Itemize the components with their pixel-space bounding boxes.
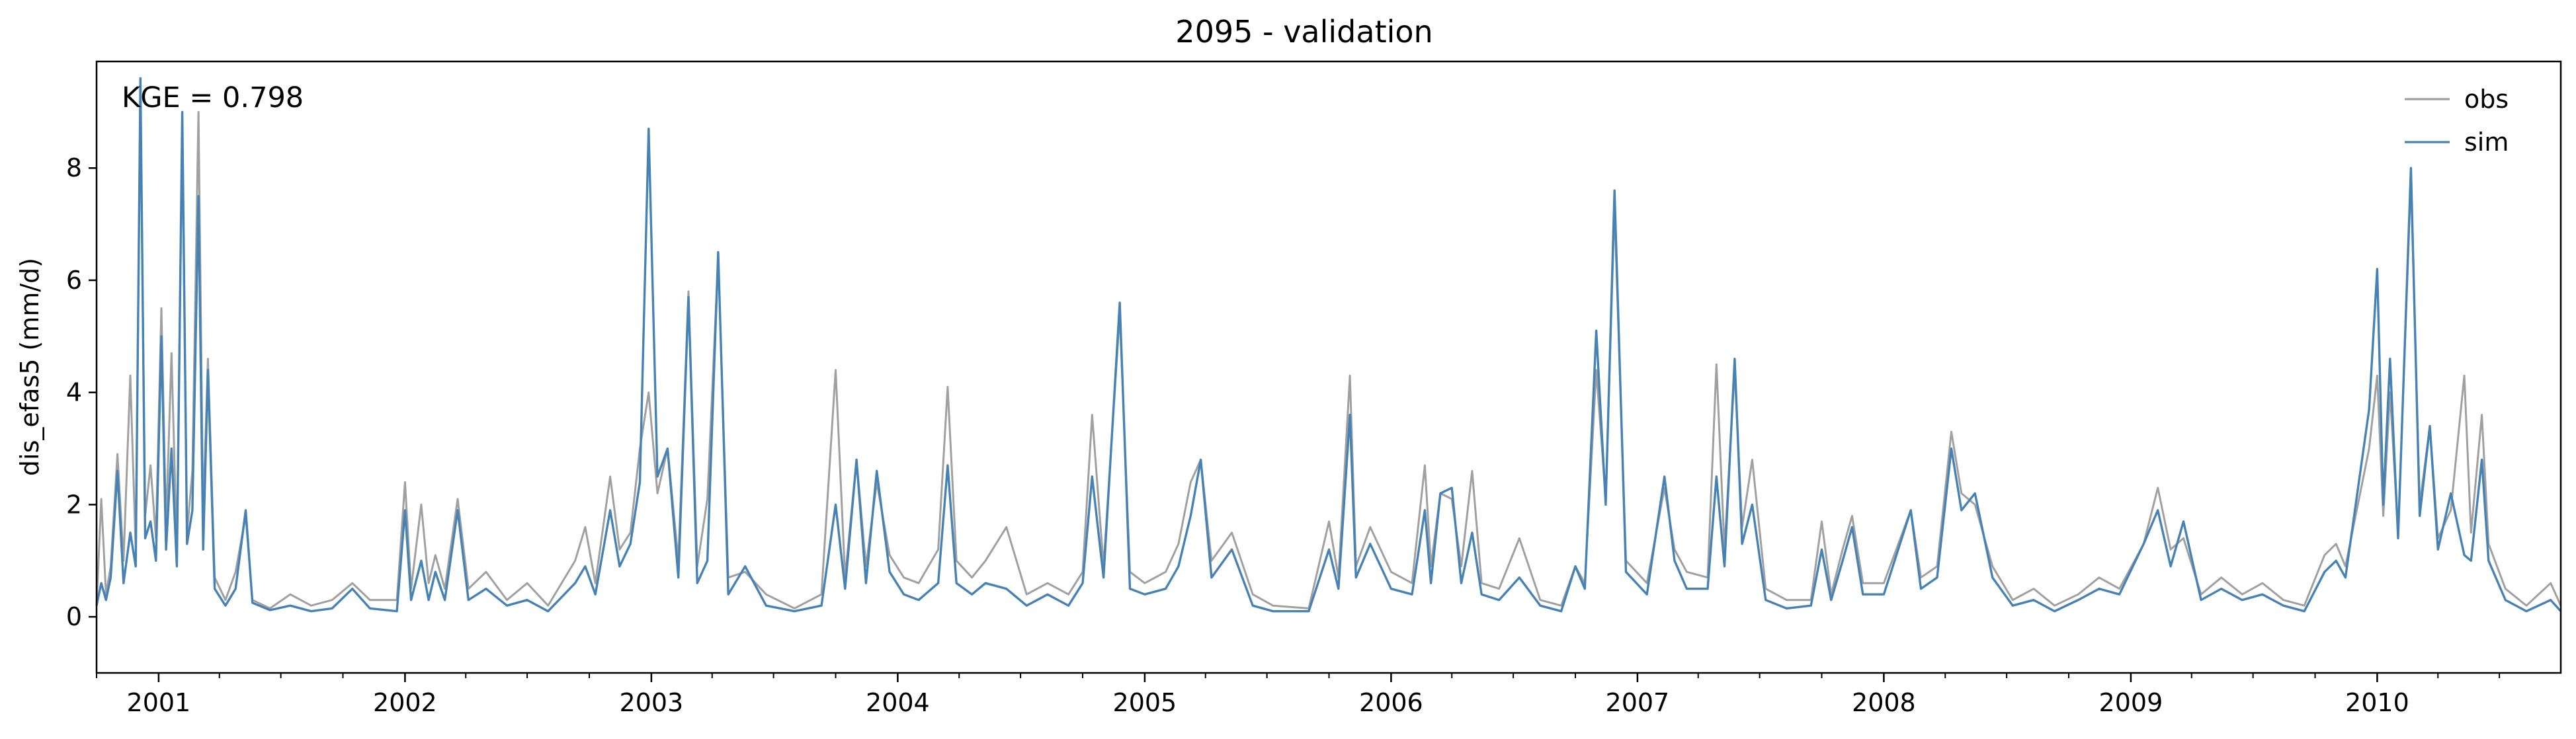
kge-annotation: KGE = 0.798 [122,81,304,114]
legend-obs-label: obs [2464,85,2509,114]
x-tick-label: 2007 [1606,688,1670,717]
x-tick-label: 2001 [127,688,191,717]
y-tick-label: 0 [66,602,82,631]
y-axis-ticks: 0 2 4 6 8 [66,153,97,631]
y-tick-label: 6 [66,266,82,295]
y-tick-label: 4 [66,378,82,407]
x-tick-label: 2009 [2099,688,2163,717]
chart-title: 2095 - validation [1175,14,1433,50]
plot-frame [95,60,2562,674]
x-tick-label: 2010 [2345,688,2409,717]
legend: obs sim [2405,85,2509,157]
x-tick-label: 2005 [1113,688,1177,717]
x-tick-label: 2008 [1852,688,1916,717]
series-layer [95,77,2562,613]
y-tick-label: 8 [66,153,82,182]
x-tick-label: 2004 [866,688,930,717]
x-tick-label: 2003 [620,688,684,717]
x-axis-ticks: 2001 2002 2003 2004 2005 2006 2007 2008 2009 2010 [96,673,2501,717]
y-tick-label: 2 [66,490,82,519]
x-tick-label: 2006 [1359,688,1423,717]
series-line-sim [95,77,2562,613]
legend-sim-label: sim [2464,128,2509,157]
y-axis-label: dis_efas5 (mm/d) [15,258,44,476]
x-tick-label: 2002 [373,688,437,717]
